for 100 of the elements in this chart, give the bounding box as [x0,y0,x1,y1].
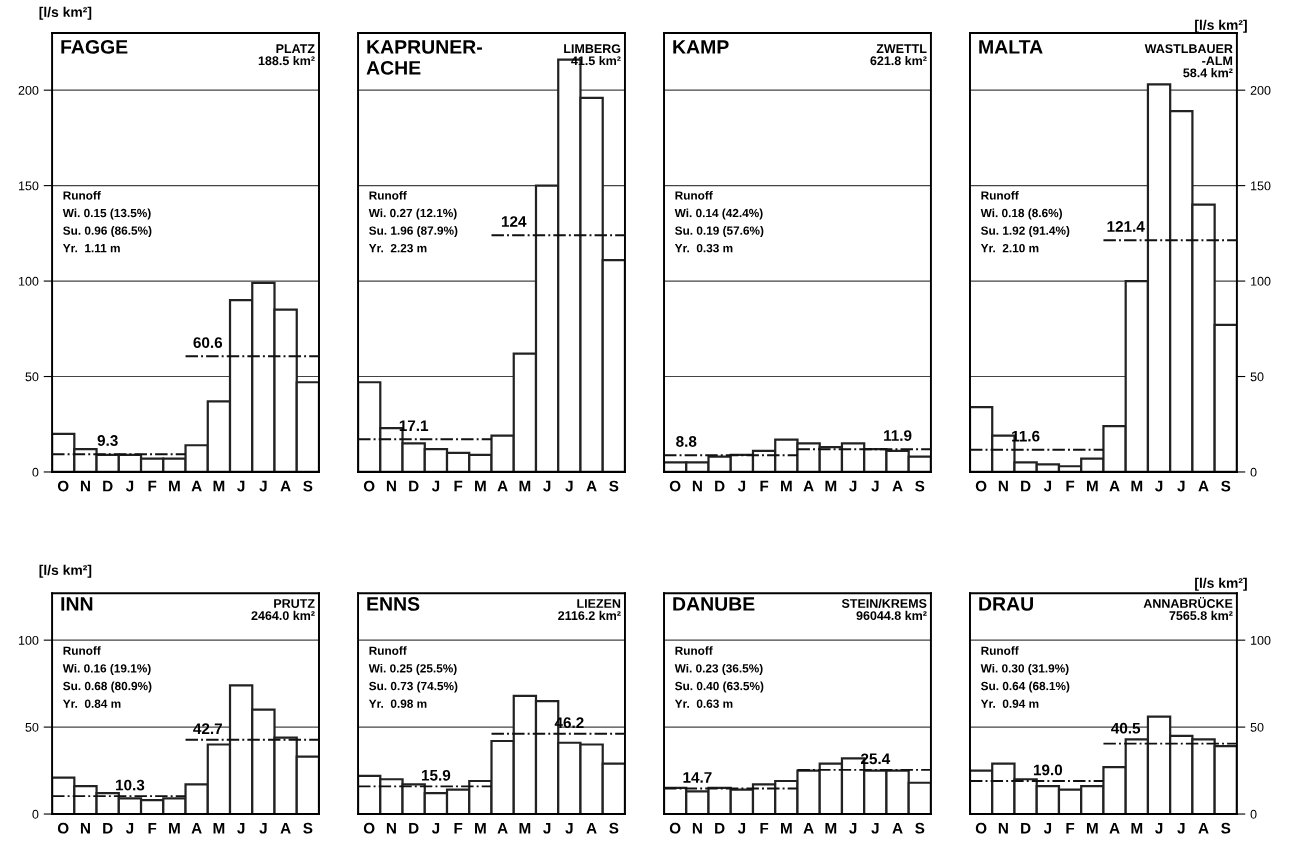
x-tick-label: M [1131,480,1143,492]
annotation: Wi. 0.16 (19.1%) [62,663,151,675]
y-tick-label: 100 [1251,635,1271,645]
x-tick-label: J [737,480,746,492]
x-tick-label: S [303,822,313,834]
x-tick-label: A [1198,822,1209,834]
annotation: Su. 0.64 (68.1%) [981,681,1070,693]
annotation: Yr. 0.84 m [62,699,121,708]
y-axis-title: [l/s km²] [39,6,92,20]
x-tick-label: M [213,822,225,834]
x-tick-label: J [849,822,857,834]
ref-line-label: 11.9 [884,430,912,441]
x-tick-label: J [237,822,245,834]
x-tick-label: D [715,480,725,492]
annotation: Wi. 0.23 (36.5%) [674,663,763,675]
x-tick-label: F [148,822,157,834]
annotation: Runoff [369,646,407,655]
x-tick-label: S [609,822,619,834]
x-tick-label: J [543,480,551,492]
x-tick-label: J [1177,822,1185,834]
x-tick-label: A [892,480,903,492]
x-tick-label: D [715,822,725,834]
x-tick-label: N [998,480,1008,492]
x-tick-label: M [475,480,486,492]
x-tick-label: S [915,822,925,834]
ref-line-label: 9.3 [97,435,118,446]
x-tick-label: N [80,480,90,492]
ref-line-label: 11.6 [1012,430,1040,442]
annotation: Yr. 0.63 m [674,699,733,708]
x-tick-label: A [1198,480,1209,492]
annotation: Runoff [981,190,1019,200]
y-tick-label: 100 [18,635,39,645]
x-tick-label: J [125,822,134,834]
x-tick-label: S [1221,480,1231,492]
x-tick-label: A [280,480,291,492]
x-tick-label: M [781,822,792,834]
x-tick-label: F [148,480,157,492]
x-tick-label: J [237,480,245,492]
x-tick-label: F [760,822,769,834]
x-tick-label: D [103,480,113,492]
x-tick-label: O [975,480,987,492]
annotation: Yr. 0.98 m [368,699,427,708]
x-tick-label: A [586,480,597,492]
text: WASTLBAUER -ALM 58.4 km² [1144,44,1233,78]
x-tick-label: S [609,480,619,492]
ref-line-label: 40.5 [1111,722,1141,734]
x-tick-label: N [692,822,702,834]
y-tick-label: 50 [1250,372,1264,382]
x-tick-label: J [849,480,857,492]
chart-title: INN [61,597,93,611]
annotation: Su. 0.73 (74.5%) [369,681,458,693]
annotation: Yr. 0.33 m [674,243,733,253]
x-tick-label: O [363,480,375,492]
x-tick-label: A [586,822,597,834]
x-tick-label: A [280,822,291,834]
x-tick-label: F [454,822,463,834]
y-tick-label: 150 [18,181,39,191]
x-tick-label: S [303,480,313,492]
chart-title: DANUBE [673,597,755,611]
x-tick-label: S [915,480,925,492]
x-tick-label: O [975,822,987,834]
x-tick-label: J [431,480,440,492]
x-tick-label: O [57,822,69,834]
annotation: Su. 0.96 (86.5%) [63,226,152,238]
y-axis-title: [l/s km²] [39,564,92,578]
x-tick-label: J [543,822,551,834]
x-tick-label: A [497,480,508,492]
x-tick-label: O [57,480,69,492]
x-tick-label: A [497,822,508,834]
y-tick-label: 100 [18,276,39,286]
ref-line-label: 19.0 [1033,764,1063,776]
ref-line-label: 17.1 [399,420,429,431]
ref-line-label: 42.7 [193,723,222,734]
x-tick-label: O [363,822,375,834]
annotation: Runoff [63,190,101,200]
annotation: Wi. 0.27 (12.1%) [368,208,457,220]
x-tick-label: M [519,822,531,834]
x-tick-label: D [409,822,419,834]
y-tick-label: 100 [1251,276,1271,286]
x-tick-label: A [1109,822,1120,834]
annotation: Su. 1.92 (91.4%) [981,226,1070,238]
ref-line-label: 124 [501,216,527,227]
x-tick-label: M [213,480,225,492]
x-tick-label: J [259,480,267,492]
x-tick-label: M [1131,822,1143,834]
x-tick-label: D [103,822,113,834]
x-tick-label: J [431,822,440,834]
annotation: Wi. 0.25 (25.5%) [368,663,457,675]
x-tick-label: N [692,480,702,492]
y-tick-label: 50 [25,722,39,732]
x-tick-label: S [1221,822,1231,834]
chart-title: FAGGE [61,40,128,54]
x-tick-label: A [191,480,202,492]
annotation: Yr. 1.11 m [62,244,120,253]
ref-line-label: 14.7 [683,772,712,783]
x-tick-label: J [1043,480,1052,492]
x-tick-label: J [565,822,573,834]
x-tick-label: N [998,822,1008,834]
annotation: Runoff [675,190,713,200]
chart-title: MALTA [979,40,1043,54]
